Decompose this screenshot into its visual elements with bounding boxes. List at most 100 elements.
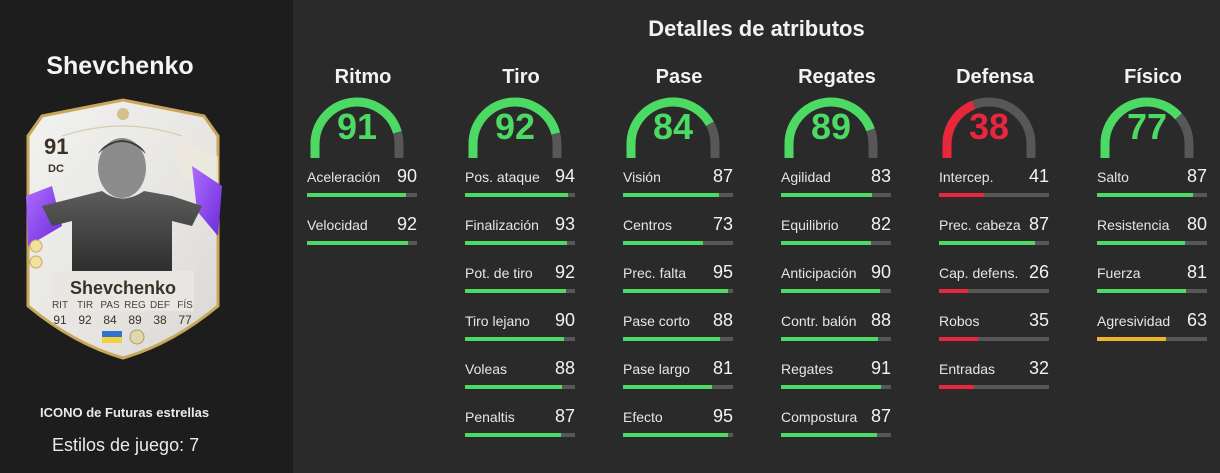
attribute-value: 94	[554, 166, 575, 186]
attribute-bar	[939, 385, 1049, 389]
attribute-bar	[939, 289, 1049, 293]
attribute-row-intercep[interactable]: Intercep. 41	[939, 166, 1051, 214]
attribute-row-finalizacion[interactable]: Finalización 93	[465, 214, 577, 262]
attribute-label: Compostura	[781, 409, 858, 425]
attribute-bar-fill	[781, 433, 877, 437]
attribute-value: 95	[712, 262, 733, 282]
player-card[interactable]: 91 DC Shevchenko RIT 91 TIR 92 PAS 84 REG 89 DEF…	[22, 96, 224, 361]
attribute-row-cap-defens[interactable]: Cap. defens. 26	[939, 262, 1051, 310]
attribute-bar	[465, 337, 575, 341]
playstyles-count[interactable]: Estilos de juego: 7	[52, 435, 200, 455]
attribute-row-robos[interactable]: Robos 35	[939, 310, 1051, 358]
attribute-row-pase-largo[interactable]: Pase largo 81	[623, 358, 735, 406]
attribute-bar	[623, 337, 733, 341]
attribute-label: Robos	[939, 313, 980, 329]
attribute-bar	[465, 193, 575, 197]
attribute-value: 93	[554, 214, 575, 234]
attribute-label: Centros	[623, 217, 673, 233]
gauge-fill	[468, 97, 561, 158]
attribute-row-penaltis[interactable]: Penaltis 87	[465, 406, 577, 454]
attribute-label: Velocidad	[307, 217, 368, 233]
attribute-row-compostura[interactable]: Compostura 87	[781, 406, 893, 454]
attribute-row-efecto[interactable]: Efecto 95	[623, 406, 735, 454]
attribute-row-equilibrio[interactable]: Equilibrio 82	[781, 214, 893, 262]
attribute-value: 87	[1028, 214, 1049, 234]
attribute-row-centros[interactable]: Centros 73	[623, 214, 735, 262]
attribute-row-regates[interactable]: Regates 91	[781, 358, 893, 406]
attribute-row-anticipacion[interactable]: Anticipación 90	[781, 262, 893, 310]
attribute-bar	[307, 193, 417, 197]
attribute-bar-fill	[465, 385, 562, 389]
attribute-label: Voleas	[465, 361, 508, 377]
category-value: 89	[810, 106, 852, 147]
category-gauge: 77	[1097, 94, 1209, 166]
attribute-row-voleas[interactable]: Voleas 88	[465, 358, 577, 406]
attribute-column-defensa: Defensa 38 Intercep. 41 Prec. cabeza 87 Cap. d…	[939, 66, 1051, 406]
attribute-bar-fill	[623, 433, 728, 437]
attribute-row-entradas[interactable]: Entradas 32	[939, 358, 1051, 406]
attribute-bar	[781, 241, 891, 245]
attribute-label: Intercep.	[939, 169, 994, 185]
attribute-value: 80	[1186, 214, 1207, 234]
attribute-label: Entradas	[939, 361, 996, 377]
attribute-bar-fill	[781, 337, 878, 341]
attribute-row-aceleracion[interactable]: Aceleración 90	[307, 166, 419, 214]
attribute-label: Salto	[1097, 169, 1129, 185]
attribute-bar-fill	[781, 193, 873, 197]
attribute-bar-fill	[781, 385, 882, 389]
attribute-bar	[623, 241, 733, 245]
attribute-value: 83	[870, 166, 891, 186]
attribute-label: Aceleración	[307, 169, 381, 185]
attribute-row-tiro-lejano[interactable]: Tiro lejano 90	[465, 310, 577, 358]
attribute-bar	[781, 337, 891, 341]
attribute-value: 82	[870, 214, 891, 234]
attribute-row-agilidad[interactable]: Agilidad 83	[781, 166, 893, 214]
attribute-bar-fill	[623, 337, 720, 341]
attribute-bar	[465, 241, 575, 245]
attribute-label: Cap. defens.	[939, 265, 1019, 281]
category-value: 91	[336, 106, 378, 147]
card-stat-label: FÍS	[177, 298, 193, 311]
attribute-value: 81	[1186, 262, 1207, 282]
attribute-label: Pot. de tiro	[465, 265, 533, 281]
attribute-bar	[1097, 337, 1207, 341]
gauge-fill	[626, 97, 714, 158]
attribute-bar	[623, 433, 733, 437]
card-stat-label: DEF	[150, 300, 170, 311]
attribute-row-agresividad[interactable]: Agresividad 63	[1097, 310, 1209, 358]
attribute-row-prec-cabeza[interactable]: Prec. cabeza 87	[939, 214, 1051, 262]
attribute-bar-fill	[939, 385, 975, 389]
attribute-bar	[781, 385, 891, 389]
category-value: 77	[1126, 106, 1168, 147]
attribute-row-vision[interactable]: Visión 87	[623, 166, 735, 214]
attribute-row-velocidad[interactable]: Velocidad 92	[307, 214, 419, 262]
attribute-row-pot-de-tiro[interactable]: Pot. de tiro 92	[465, 262, 577, 310]
attribute-row-prec-falta[interactable]: Prec. falta 95	[623, 262, 735, 310]
attribute-row-salto[interactable]: Salto 87	[1097, 166, 1209, 214]
card-stat-value: 92	[78, 313, 92, 327]
attribute-bar-fill	[623, 193, 719, 197]
category-gauge: 84	[623, 94, 735, 166]
attribute-value: 26	[1028, 262, 1049, 282]
attribute-row-contr-balon[interactable]: Contr. balón 88	[781, 310, 893, 358]
attribute-bar	[781, 433, 891, 437]
attribute-row-resistencia[interactable]: Resistencia 80	[1097, 214, 1209, 262]
attribute-value: 63	[1186, 310, 1207, 330]
attribute-value: 41	[1028, 166, 1049, 186]
attribute-row-fuerza[interactable]: Fuerza 81	[1097, 262, 1209, 310]
attribute-bar-fill	[465, 337, 564, 341]
attribute-bar-fill	[465, 241, 568, 245]
attribute-value: 90	[554, 310, 575, 330]
category-title: Ritmo	[334, 66, 392, 88]
attribute-row-pase-corto[interactable]: Pase corto 88	[623, 310, 735, 358]
attribute-row-pos-ataque[interactable]: Pos. ataque 94	[465, 166, 577, 214]
card-stat-value: 38	[153, 313, 167, 327]
attribute-bar	[307, 241, 417, 245]
category-value: 92	[494, 106, 536, 147]
category-gauge: 38	[939, 94, 1051, 166]
attribute-value: 87	[554, 406, 575, 426]
attribute-label: Efecto	[623, 409, 663, 425]
attribute-label: Tiro lejano	[465, 313, 530, 329]
attribute-bar-fill	[1097, 289, 1187, 293]
attribute-value: 92	[554, 262, 575, 282]
